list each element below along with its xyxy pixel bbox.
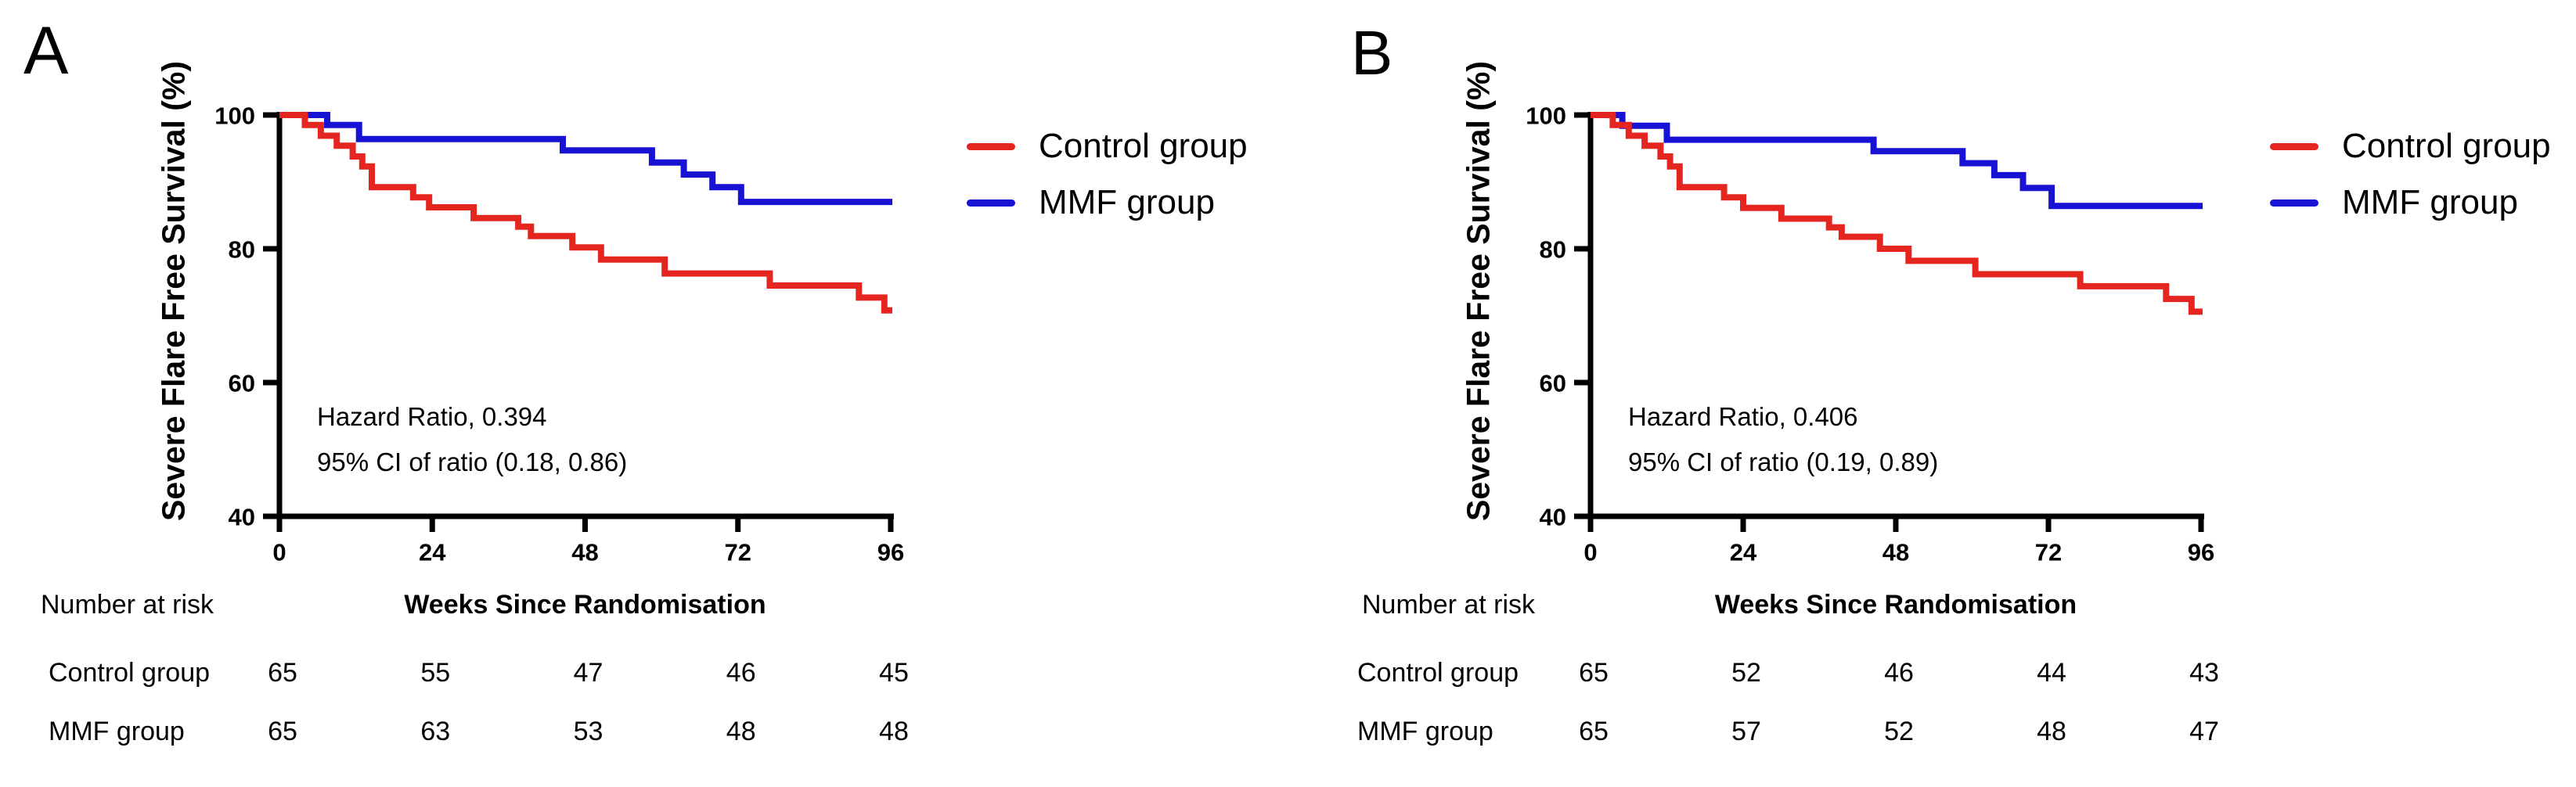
- number-at-risk-label: Number at risk: [1362, 590, 1536, 620]
- mmf-group-curve: [1591, 112, 2203, 210]
- legend: Control group MMF group: [967, 127, 1248, 241]
- legend-item-mmf: MMF group: [2270, 183, 2551, 221]
- x-axis-title: Weeks Since Randomisation: [1715, 590, 2077, 620]
- x-tick-label: 24: [419, 538, 446, 566]
- risk-value: 65: [268, 717, 297, 746]
- risk-value: 47: [574, 658, 603, 688]
- y-tick-label: 60: [229, 370, 255, 397]
- risk-value: 48: [2037, 717, 2066, 746]
- risk-value: 55: [420, 658, 450, 688]
- legend-item-mmf: MMF group: [967, 183, 1248, 221]
- risk-value: 57: [1731, 717, 1761, 746]
- mmf-line-swatch: [2270, 199, 2318, 207]
- panel-b: B Severe Flare Free Survival (%) 100 80 60…: [1288, 0, 2576, 787]
- risk-row-label: Control group: [49, 658, 210, 688]
- legend-label-mmf: MMF group: [1039, 183, 1215, 221]
- risk-value: 63: [420, 717, 450, 746]
- panel-a: A Severe Flare Free Survival (%) 100 80 60…: [23, 13, 1248, 747]
- y-tick-label: 60: [1540, 370, 1566, 397]
- y-tick-label: 40: [229, 504, 255, 531]
- legend-label-mmf: MMF group: [2342, 183, 2518, 221]
- risk-value: 43: [2189, 658, 2219, 688]
- y-tick-label: 40: [1540, 504, 1566, 531]
- mmf-line-swatch: [967, 199, 1015, 207]
- y-tick-label: 80: [1540, 236, 1566, 264]
- x-tick-label: 0: [1583, 538, 1597, 566]
- risk-value: 52: [1884, 717, 1914, 746]
- y-tick-label: 80: [229, 236, 255, 264]
- risk-value: 65: [268, 658, 297, 688]
- confidence-interval-text: 95% CI of ratio (0.18, 0.86): [317, 447, 628, 476]
- y-tick-label: 100: [214, 102, 255, 130]
- km-plot-b: 100 80 60 40 0 24 48 72 96 Weeks Since Randomisat…: [1357, 102, 2219, 747]
- legend-label-control: Control group: [1039, 127, 1248, 165]
- legend: Control group MMF group: [2270, 127, 2551, 241]
- x-tick-label: 0: [272, 538, 286, 566]
- risk-value: 45: [879, 658, 909, 688]
- risk-value: 53: [574, 717, 603, 746]
- risk-value: 46: [726, 658, 756, 688]
- risk-value: 48: [879, 717, 909, 746]
- risk-row-label: Control group: [1357, 658, 1519, 688]
- number-at-risk-label: Number at risk: [41, 590, 214, 620]
- y-tick-label: 100: [1526, 102, 1566, 130]
- risk-row-label: MMF group: [1357, 717, 1493, 746]
- x-tick-label: 48: [571, 538, 598, 566]
- x-tick-label: 96: [2188, 538, 2214, 566]
- hazard-ratio-text: Hazard Ratio, 0.394: [317, 402, 547, 431]
- confidence-interval-text: 95% CI of ratio (0.19, 0.89): [1628, 447, 1939, 476]
- x-tick-label: 48: [1882, 538, 1909, 566]
- x-tick-label: 24: [1730, 538, 1757, 566]
- legend-item-control: Control group: [2270, 127, 2551, 165]
- control-group-curve: [279, 112, 892, 314]
- panel-letter-b: B: [1351, 18, 1393, 88]
- km-plot-a: 100 80 60 40 0 24 48 72 96 Weeks Since Randomisat…: [41, 102, 909, 747]
- risk-value: 44: [2037, 658, 2066, 688]
- risk-value: 52: [1731, 658, 1761, 688]
- x-axis-title: Weeks Since Randomisation: [404, 590, 766, 620]
- mmf-group-curve: [279, 112, 892, 206]
- x-tick-label: 72: [724, 538, 751, 566]
- risk-row-label: MMF group: [49, 717, 185, 746]
- legend-item-control: Control group: [967, 127, 1248, 165]
- x-tick-label: 72: [2035, 538, 2062, 566]
- x-tick-label: 96: [877, 538, 904, 566]
- panel-letter-a: A: [23, 13, 69, 88]
- risk-value: 47: [2189, 717, 2219, 746]
- control-line-swatch: [967, 142, 1015, 150]
- risk-value: 65: [1579, 717, 1609, 746]
- hazard-ratio-text: Hazard Ratio, 0.406: [1628, 402, 1858, 431]
- control-line-swatch: [2270, 142, 2318, 150]
- control-group-curve: [1591, 112, 2203, 315]
- legend-label-control: Control group: [2342, 127, 2551, 165]
- risk-value: 46: [1884, 658, 1914, 688]
- risk-value: 65: [1579, 658, 1609, 688]
- risk-value: 48: [726, 717, 756, 746]
